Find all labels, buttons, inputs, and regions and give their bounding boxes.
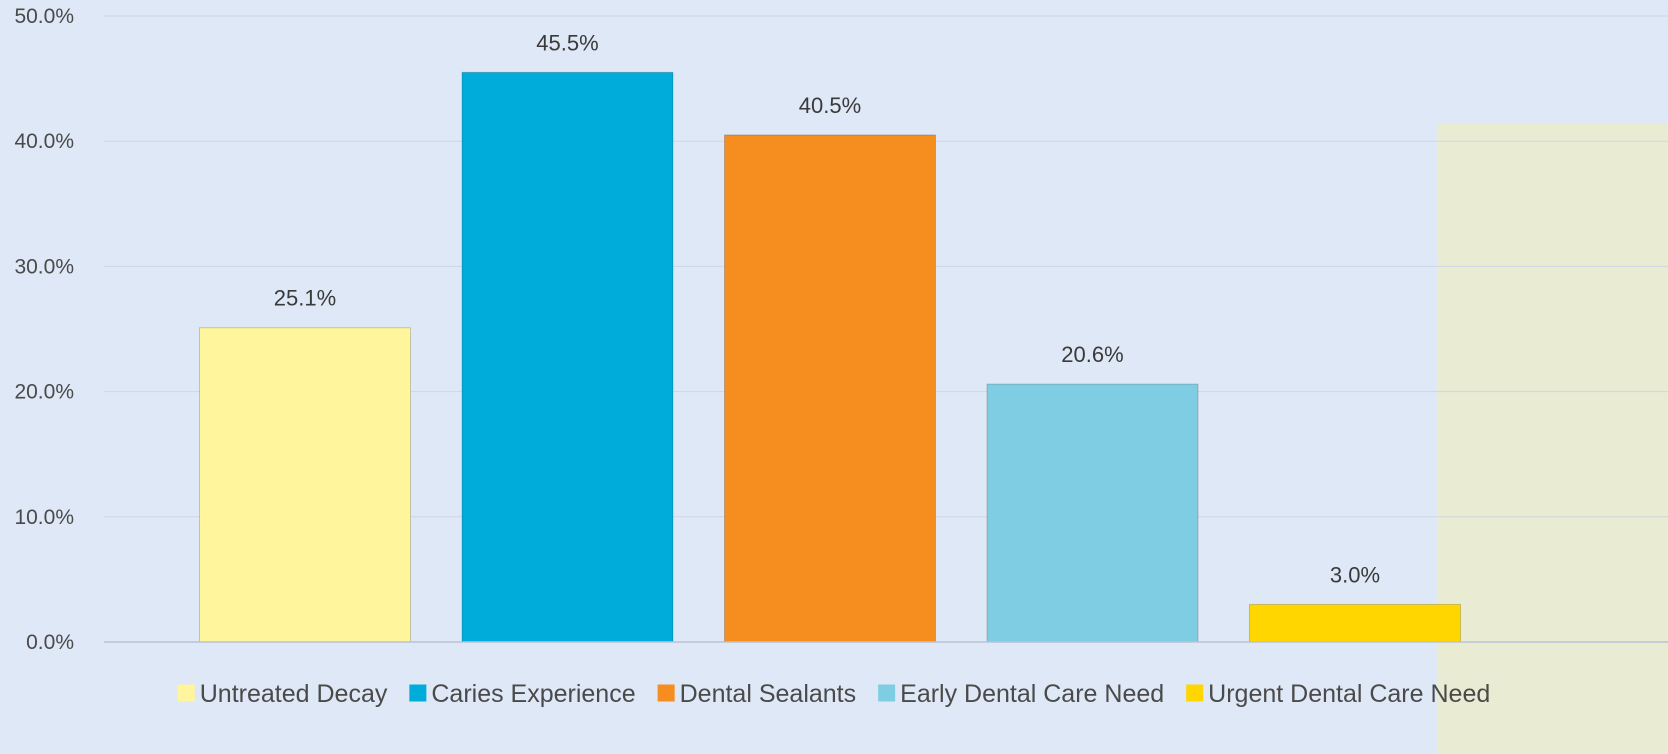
legend-swatch bbox=[1186, 684, 1204, 702]
legend-label: Caries Experience bbox=[431, 680, 635, 708]
y-tick-label: 50.0% bbox=[14, 5, 74, 28]
legend-swatch bbox=[878, 684, 896, 702]
legend-item-urgent-dental-care-need: Urgent Dental Care Need bbox=[1186, 680, 1490, 708]
legend-swatch bbox=[657, 684, 675, 702]
y-tick-label: 0.0% bbox=[26, 631, 74, 654]
legend-item-early-dental-care-need: Early Dental Care Need bbox=[878, 680, 1164, 708]
legend-item-caries-experience: Caries Experience bbox=[409, 680, 636, 708]
y-tick-label: 20.0% bbox=[14, 381, 74, 404]
highlight-band bbox=[1437, 123, 1668, 754]
data-label: 40.5% bbox=[799, 93, 861, 118]
legend-swatch bbox=[177, 684, 195, 702]
y-axis-tick-labels: 0.0% 10.0% 20.0% 30.0% 40.0% 50.0% bbox=[14, 5, 74, 654]
data-labels: 25.1% 45.5% 40.5% 20.6% 3.0% bbox=[274, 30, 1380, 587]
legend-label: Urgent Dental Care Need bbox=[1208, 680, 1490, 708]
y-tick-label: 30.0% bbox=[14, 255, 74, 278]
data-label: 45.5% bbox=[536, 30, 598, 55]
legend-label: Early Dental Care Need bbox=[900, 680, 1164, 708]
legend-item-untreated-decay: Untreated Decay bbox=[177, 680, 388, 708]
data-label: 3.0% bbox=[1330, 562, 1380, 587]
y-tick-label: 40.0% bbox=[14, 130, 74, 153]
y-tick-label: 10.0% bbox=[14, 506, 74, 529]
data-label: 20.6% bbox=[1061, 342, 1123, 367]
bar-dental-sealants bbox=[724, 134, 936, 643]
bar-urgent-dental-care-need bbox=[1249, 603, 1461, 643]
legend: Untreated Decay Caries Experience Dental S… bbox=[177, 680, 1490, 708]
bar-early-dental-care-need bbox=[986, 383, 1199, 643]
highlight-band-layer bbox=[1437, 123, 1668, 754]
data-label: 25.1% bbox=[274, 286, 336, 311]
bar-caries-experience bbox=[461, 71, 674, 643]
bar-untreated-decay bbox=[199, 327, 411, 643]
legend-swatch bbox=[409, 684, 427, 702]
bars bbox=[199, 71, 1461, 643]
legend-label: Untreated Decay bbox=[200, 680, 388, 708]
legend-label: Dental Sealants bbox=[680, 680, 857, 708]
legend-item-dental-sealants: Dental Sealants bbox=[657, 680, 857, 708]
